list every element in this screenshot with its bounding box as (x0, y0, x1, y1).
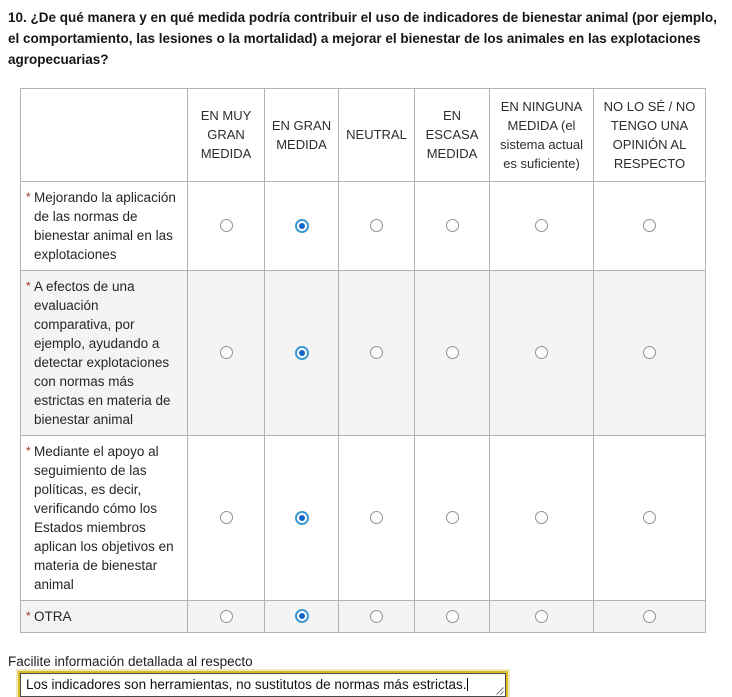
column-header-2: EN GRAN MEDIDA (264, 87, 339, 182)
radio-row1-col6[interactable] (643, 219, 656, 233)
matrix-cell-r1-c3 (338, 180, 415, 271)
matrix-cell-r3-c4 (414, 434, 490, 601)
radio-row4-col3[interactable] (370, 609, 383, 623)
radio-row1-col5[interactable] (535, 219, 548, 233)
matrix-cell-r3-c2 (264, 434, 339, 601)
matrix-cell-r1-c2 (264, 180, 339, 271)
column-header-3: NEUTRAL (338, 87, 415, 182)
matrix-row-4: * OTRA (20, 599, 706, 633)
matrix-row-2: * A efectos de una evaluación comparativa… (20, 269, 706, 436)
matrix-cell-r4-c1 (187, 599, 265, 633)
matrix-cell-r2-c3 (338, 269, 415, 436)
matrix-cell-r3-c5 (489, 434, 594, 601)
detail-textarea[interactable]: Los indicadores son herramientas, no sus… (18, 670, 508, 697)
matrix-cell-r1-c6 (593, 180, 706, 271)
text-caret (467, 677, 469, 691)
column-header-5: EN NINGUNA MEDIDA (el sistema actual es … (489, 87, 594, 182)
question-title: 10. ¿De qué manera y en qué medida podrí… (8, 10, 717, 67)
survey-question-block: 10. ¿De qué manera y en qué medida podrí… (0, 8, 732, 697)
radio-row4-col1[interactable] (219, 609, 233, 623)
resize-grip-icon[interactable] (494, 685, 504, 695)
row-label-3: * Mediante el apoyo al seguimiento de las… (20, 434, 188, 601)
matrix-cell-r2-c4 (414, 269, 490, 436)
radio-row3-col2-selected[interactable] (294, 510, 309, 525)
radio-row3-col1[interactable] (219, 511, 233, 525)
matrix-cell-r4-c3 (338, 599, 415, 633)
radio-row3-col5[interactable] (535, 511, 548, 525)
matrix-cell-r3-c6 (593, 434, 706, 601)
radio-row2-col1[interactable] (219, 346, 233, 360)
radio-row1-col2-selected[interactable] (294, 218, 309, 233)
radio-row2-col6[interactable] (643, 346, 656, 360)
radio-row3-col3[interactable] (370, 511, 383, 525)
column-header-4: EN ESCASA MEDIDA (414, 87, 490, 182)
matrix-cell-r4-c5 (489, 599, 594, 633)
column-header-1: EN MUY GRAN MEDIDA (187, 87, 265, 182)
matrix-cell-r4-c6 (593, 599, 706, 633)
rating-matrix: EN MUY GRAN MEDIDA EN GRAN MEDIDA NEUTRAL E… (20, 87, 706, 633)
radio-row4-col2-selected[interactable] (294, 609, 309, 624)
radio-row4-col5[interactable] (535, 609, 548, 623)
radio-row2-col4[interactable] (445, 346, 459, 360)
matrix-cell-r3-c1 (187, 434, 265, 601)
matrix-cell-r2-c5 (489, 269, 594, 436)
radio-row1-col3[interactable] (370, 219, 383, 233)
matrix-cell-r3-c3 (338, 434, 415, 601)
radio-row2-col5[interactable] (535, 346, 548, 360)
matrix-body: EN MUY GRAN MEDIDA EN GRAN MEDIDA NEUTRAL E… (20, 87, 706, 633)
radio-row1-col1[interactable] (219, 219, 233, 233)
radio-row4-col6[interactable] (643, 609, 656, 623)
matrix-cell-r1-c5 (489, 180, 594, 271)
required-marker: * (26, 608, 31, 623)
row-label-text: A efectos de una evaluación comparativa,… (34, 278, 171, 427)
matrix-row-1: * Mejorando la aplicación de las normas d… (20, 180, 706, 271)
matrix-header-row: EN MUY GRAN MEDIDA EN GRAN MEDIDA NEUTRAL E… (20, 87, 706, 182)
radio-row3-col4[interactable] (445, 511, 459, 525)
matrix-cell-r4-c4 (414, 599, 490, 633)
row-label-text: OTRA (34, 608, 72, 624)
radio-row2-col2-selected[interactable] (294, 345, 309, 360)
matrix-row-3: * Mediante el apoyo al seguimiento de las… (20, 434, 706, 601)
matrix-cell-r1-c1 (187, 180, 265, 271)
radio-row4-col4[interactable] (445, 609, 459, 623)
detail-label: Facilite información detallada al respec… (8, 653, 253, 669)
matrix-cell-r2-c2 (264, 269, 339, 436)
row-label-text: Mediante el apoyo al seguimiento de las … (34, 443, 174, 592)
radio-row1-col4[interactable] (445, 219, 459, 233)
row-label-text: Mejorando la aplicación de las normas de… (34, 189, 176, 262)
required-marker: * (26, 189, 31, 204)
required-marker: * (26, 443, 31, 458)
column-header-6: NO LO SÉ / NO TENGO UNA OPINIÓN AL RESPE… (593, 87, 706, 182)
radio-row3-col6[interactable] (643, 511, 656, 525)
matrix-corner-cell (20, 87, 188, 182)
detail-textarea-value: Los indicadores son herramientas, no sus… (26, 676, 467, 692)
required-marker: * (26, 278, 31, 293)
matrix-cell-r2-c6 (593, 269, 706, 436)
radio-row2-col3[interactable] (370, 346, 383, 360)
matrix-cell-r1-c4 (414, 180, 490, 271)
matrix-cell-r4-c2 (264, 599, 339, 633)
row-label-2: * A efectos de una evaluación comparativa… (20, 269, 188, 436)
matrix-cell-r2-c1 (187, 269, 265, 436)
row-label-4: * OTRA (20, 599, 188, 633)
row-label-1: * Mejorando la aplicación de las normas d… (20, 180, 188, 271)
